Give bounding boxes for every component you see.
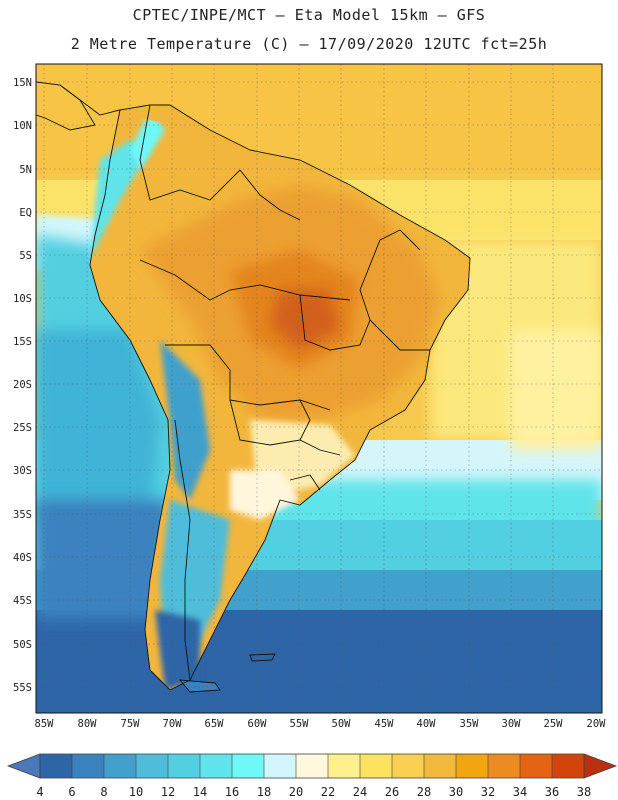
lat-label: 10S	[13, 293, 32, 305]
lat-label: 35S	[13, 509, 32, 521]
lat-label: 55S	[13, 682, 32, 694]
colorbar-labels: 4 6 8 10 12 14 16 18 20 22 24 26 28 30 3…	[36, 785, 591, 799]
colorbar-tick-label: 32	[481, 785, 495, 799]
lat-label: 45S	[13, 595, 32, 607]
colorbar-tick-label: 24	[353, 785, 367, 799]
colorbar-swatch	[136, 754, 168, 778]
lon-label: 55W	[290, 718, 310, 730]
lon-label: 75W	[121, 718, 141, 730]
colorbar-swatch	[424, 754, 456, 778]
colorbar-swatch	[552, 754, 584, 778]
lon-label: 50W	[332, 718, 352, 730]
colorbar-arrow-high	[583, 753, 618, 779]
colorbar-swatch	[232, 754, 264, 778]
colorbar-swatch	[296, 754, 328, 778]
lat-label: 10N	[13, 120, 32, 132]
colorbar-tick-label: 26	[385, 785, 399, 799]
colorbar-swatch	[328, 754, 360, 778]
lon-label: 80W	[78, 718, 98, 730]
colorbar-outline	[39, 753, 585, 779]
lat-label: 5S	[19, 250, 32, 262]
falkland-islands	[250, 654, 275, 661]
colorbar-tick-label: 34	[513, 785, 527, 799]
lon-label: 40W	[417, 718, 437, 730]
colorbar-tick-label: 28	[417, 785, 431, 799]
lon-label: 70W	[163, 718, 183, 730]
map-frame	[35, 63, 603, 714]
temperature-field	[36, 64, 602, 713]
lon-label: 20W	[587, 718, 607, 730]
colorbar-tick-label: 16	[225, 785, 239, 799]
colorbar-tick-label: 14	[193, 785, 207, 799]
colorbar-swatch	[392, 754, 424, 778]
lon-label: 35W	[460, 718, 480, 730]
colorbar-swatch	[40, 754, 72, 778]
colorbar-tick-label: 30	[449, 785, 463, 799]
colorbar: 4 6 8 10 12 14 16 18 20 22 24 26 28 30 3…	[6, 753, 618, 799]
lat-label: 20S	[13, 379, 32, 391]
colorbar-swatches	[6, 753, 618, 779]
colorbar-tick-label: 10	[129, 785, 143, 799]
colorbar-tick-label: 18	[257, 785, 271, 799]
map-title-line1: CPTEC/INPE/MCT – Eta Model 15km – GFS	[132, 6, 486, 24]
colorbar-swatch	[168, 754, 200, 778]
lon-label: 45W	[375, 718, 395, 730]
colorbar-swatch	[360, 754, 392, 778]
colorbar-tick-label: 4	[36, 785, 43, 799]
lon-label: 25W	[544, 718, 564, 730]
colorbar-arrow-low	[6, 753, 41, 779]
colorbar-swatch	[200, 754, 232, 778]
colorbar-tick-label: 38	[577, 785, 591, 799]
lat-label: 5N	[19, 164, 32, 176]
lon-label: 85W	[35, 718, 55, 730]
colorbar-tick-label: 12	[161, 785, 175, 799]
colorbar-tick-label: 36	[545, 785, 559, 799]
colorbar-swatch	[264, 754, 296, 778]
latitude-labels: 15N 10N 5N EQ 5S 10S 15S 20S 25S 30S 35S…	[13, 77, 32, 694]
coastlines-and-borders	[36, 81, 471, 693]
colorbar-tick-label: 8	[100, 785, 107, 799]
lat-label: 15N	[13, 77, 32, 89]
colorbar-tick-label: 20	[289, 785, 303, 799]
colorbar-swatch	[488, 754, 520, 778]
lat-label: 25S	[13, 422, 32, 434]
graticule	[36, 64, 602, 713]
colorbar-swatch	[104, 754, 136, 778]
colorbar-swatch	[456, 754, 488, 778]
lat-label: 40S	[13, 552, 32, 564]
colorbar-swatch	[72, 754, 104, 778]
lon-label: 60W	[248, 718, 268, 730]
longitude-labels: 85W 80W 75W 70W 65W 60W 55W 50W 45W 40W …	[35, 718, 607, 730]
lat-label: 15S	[13, 336, 32, 348]
colorbar-tick-label: 22	[321, 785, 335, 799]
lat-label: EQ	[19, 207, 32, 219]
colorbar-tick-label: 6	[68, 785, 75, 799]
map-title-line2: 2 Metre Temperature (C) – 17/09/2020 12U…	[70, 35, 548, 53]
south-america-landmass	[90, 105, 470, 690]
lon-label: 30W	[502, 718, 522, 730]
colorbar-swatch	[520, 754, 552, 778]
lat-label: 30S	[13, 465, 32, 477]
lat-label: 50S	[13, 639, 32, 651]
lon-label: 65W	[205, 718, 225, 730]
